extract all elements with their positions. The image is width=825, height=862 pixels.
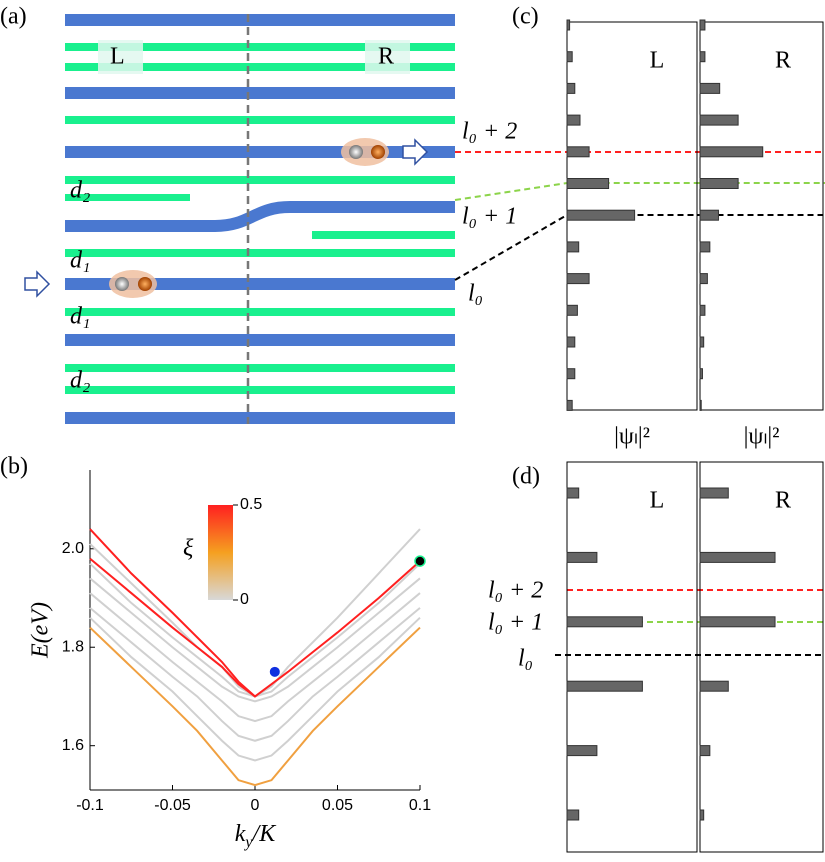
guide-label: l₀ xyxy=(518,646,533,672)
bar xyxy=(699,551,776,563)
marker xyxy=(269,666,280,677)
bar xyxy=(699,273,708,285)
x-axis-label-part: /K xyxy=(251,821,278,847)
series-line xyxy=(89,557,256,698)
bar xyxy=(699,745,711,757)
bar xyxy=(699,399,702,411)
panel-title: L xyxy=(650,488,665,514)
colorbar-tick-label: 0.5 xyxy=(240,496,262,513)
colorbar-tick-label: 0 xyxy=(240,591,249,608)
x-tick-label: 0 xyxy=(251,797,260,814)
bar xyxy=(699,209,719,221)
guide-line xyxy=(454,182,825,201)
y-axis-label: E(eV) xyxy=(28,602,54,659)
bar xyxy=(566,51,573,63)
bar xyxy=(566,82,576,94)
bar xyxy=(699,680,729,692)
colorbar xyxy=(208,505,233,600)
bar xyxy=(699,241,711,253)
bar-panel-frame xyxy=(699,461,824,853)
bar xyxy=(566,304,578,316)
bar xyxy=(566,680,643,692)
x-axis-label-part: y xyxy=(243,834,253,851)
bar xyxy=(699,146,764,158)
panel-label: (b) xyxy=(0,454,28,480)
series-line xyxy=(89,592,421,723)
bar xyxy=(566,399,573,411)
side-label: R xyxy=(378,44,394,70)
bar xyxy=(566,114,581,126)
series-line xyxy=(89,616,421,762)
bar xyxy=(699,51,706,63)
waveguide-diagram: L R d₂ d₁ d₁ d₂ xyxy=(24,14,455,424)
bar xyxy=(699,809,705,821)
series-line xyxy=(89,528,421,698)
bar xyxy=(566,178,610,189)
colorbar-label: ξ xyxy=(183,536,194,562)
bar xyxy=(699,19,706,31)
x-tick-label: -0.05 xyxy=(154,797,191,814)
series-line xyxy=(89,577,421,703)
bar xyxy=(566,273,590,285)
plot-frame xyxy=(90,470,420,790)
bar xyxy=(699,336,705,348)
guide-label: l₀ xyxy=(468,281,483,307)
y-tick-label: 1.6 xyxy=(62,737,84,754)
guide-label: l₀ + 1 xyxy=(488,610,543,636)
spacing-label: d₁ xyxy=(70,248,90,274)
series-line xyxy=(89,528,421,698)
bar xyxy=(566,19,571,31)
panel-label: (a) xyxy=(0,4,27,30)
guide-label: l₀ + 1 xyxy=(462,204,517,230)
x-axis-label: |ψₗ|² xyxy=(614,424,650,450)
x-axis-label: |ψₗ|² xyxy=(744,424,780,450)
bar xyxy=(566,241,580,253)
bar xyxy=(699,82,721,94)
bar xyxy=(566,616,643,628)
panel-title: R xyxy=(775,488,791,514)
guide-line xyxy=(454,214,825,281)
panel-label: (d) xyxy=(512,464,540,490)
panel-label: (c) xyxy=(512,4,539,30)
bar xyxy=(699,114,739,126)
bar xyxy=(566,551,598,563)
bar xyxy=(566,146,590,158)
bar xyxy=(566,745,598,757)
x-tick-label: -0.1 xyxy=(76,797,104,814)
bar xyxy=(699,616,776,628)
spacing-label: d₂ xyxy=(70,178,90,204)
guide-label: l₀ + 2 xyxy=(462,119,517,145)
panel-title: R xyxy=(775,48,791,74)
x-axis-label: ky/K xyxy=(235,821,277,852)
x-tick-label: 0.05 xyxy=(322,797,353,814)
side-label: L xyxy=(110,44,125,70)
panel-title: L xyxy=(650,48,665,74)
bar xyxy=(566,368,576,380)
spacing-label: d₂ xyxy=(70,368,90,394)
bar xyxy=(566,209,636,221)
y-tick-label: 1.8 xyxy=(62,638,84,655)
bar xyxy=(699,304,706,316)
bar xyxy=(699,368,703,380)
bar xyxy=(566,487,580,499)
bar xyxy=(566,809,580,821)
series-line xyxy=(89,626,421,787)
bar xyxy=(699,178,739,189)
x-tick-label: 0.1 xyxy=(409,797,431,814)
x-axis-label-part: k xyxy=(235,821,246,847)
spacing-label: d₁ xyxy=(70,304,90,330)
marker xyxy=(414,555,426,567)
y-tick-label: 2.0 xyxy=(62,540,84,557)
guide-label: l₀ + 2 xyxy=(488,578,543,604)
bar-panel-frame xyxy=(566,461,698,853)
bar xyxy=(699,487,729,499)
bar xyxy=(566,336,576,348)
series-line xyxy=(89,607,421,742)
